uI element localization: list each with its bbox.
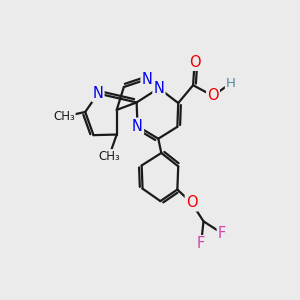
Text: N: N [92, 86, 104, 101]
Text: CH₃: CH₃ [98, 150, 120, 163]
Text: N: N [154, 81, 164, 96]
Text: O: O [189, 55, 200, 70]
Text: F: F [197, 236, 205, 251]
Text: O: O [186, 195, 197, 210]
Text: F: F [218, 226, 226, 241]
Text: O: O [207, 88, 219, 104]
Text: N: N [132, 119, 143, 134]
Text: CH₃: CH₃ [53, 110, 75, 123]
Text: N: N [142, 72, 152, 87]
Text: H: H [226, 76, 236, 90]
